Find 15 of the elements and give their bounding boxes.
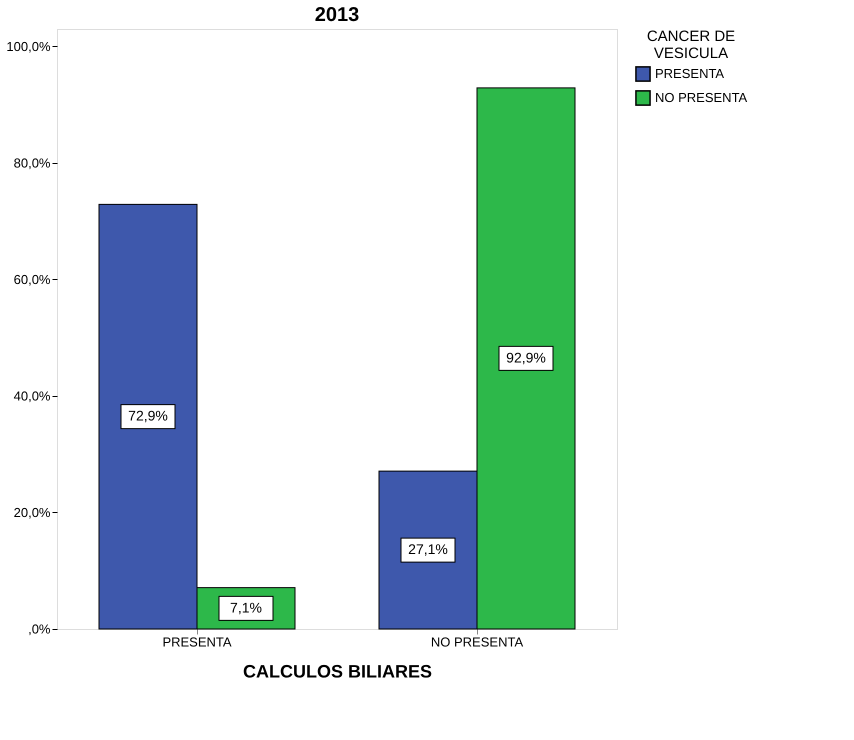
y-tick-label: 60,0% — [14, 272, 51, 287]
text: 92,9% — [506, 349, 546, 366]
y-tick-label: 100,0% — [6, 38, 51, 54]
chart-title: 2013 — [314, 4, 360, 26]
y-tick-label: 20,0% — [14, 504, 51, 520]
text: 27,1% — [408, 541, 448, 558]
text: 7,1% — [230, 599, 262, 616]
legend-label: PRESENTA — [655, 66, 724, 81]
y-tick-label: ,0% — [28, 622, 51, 636]
x-axis-title: CALCULOS BILIARES — [243, 662, 432, 682]
legend-label: NO PRESENTA — [655, 90, 748, 105]
y-tick-label: 40,0% — [14, 388, 51, 404]
legend-title: CANCER DE VESICULA — [646, 28, 736, 62]
y-tick-label: 80,0% — [14, 155, 51, 170]
text: 72,9% — [128, 408, 168, 424]
